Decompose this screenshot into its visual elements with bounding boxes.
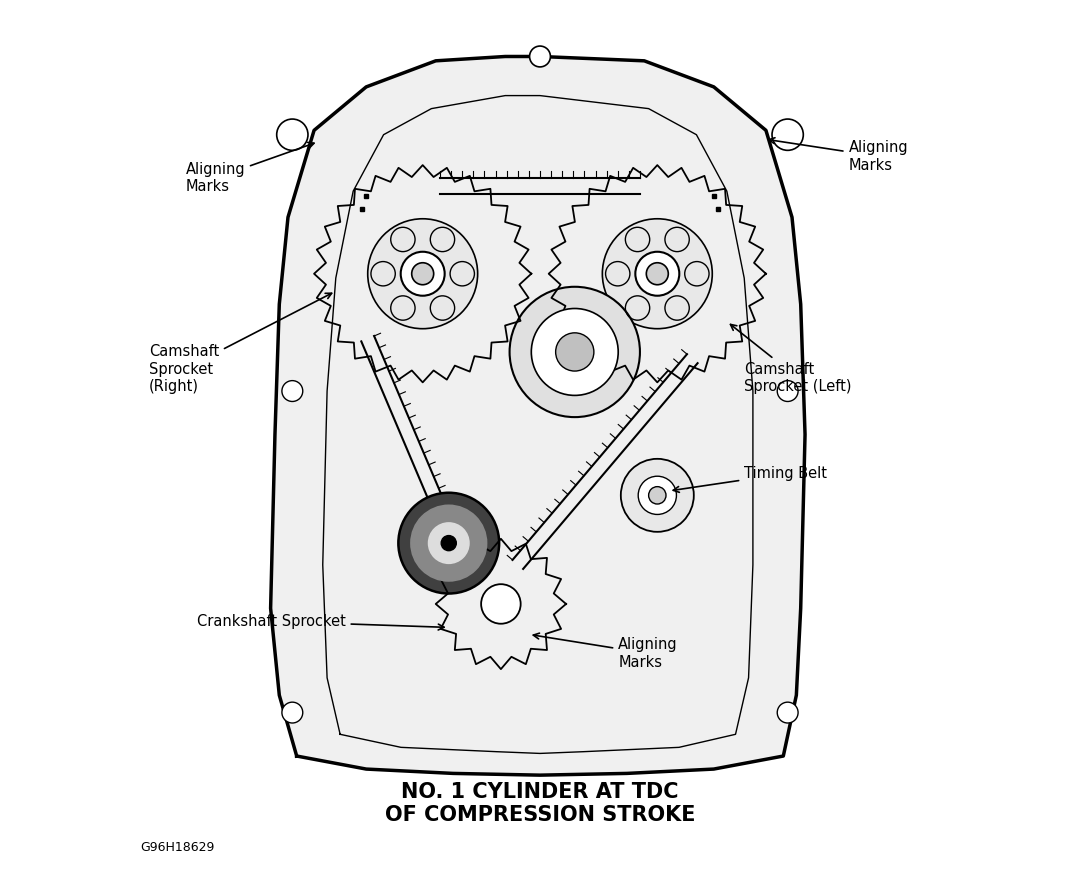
Circle shape: [481, 584, 521, 624]
Circle shape: [399, 493, 499, 594]
Circle shape: [772, 119, 804, 150]
Circle shape: [555, 333, 594, 371]
Text: Camshaft
Sprocket
(Right): Camshaft Sprocket (Right): [149, 293, 332, 395]
Text: G96H18629: G96H18629: [140, 841, 215, 853]
Text: Crankshaft Sprocket: Crankshaft Sprocket: [197, 614, 444, 630]
Circle shape: [401, 252, 445, 295]
Text: NO. 1 CYLINDER AT TDC
OF COMPRESSION STROKE: NO. 1 CYLINDER AT TDC OF COMPRESSION STR…: [384, 782, 696, 826]
Text: Aligning
Marks: Aligning Marks: [534, 634, 678, 670]
Circle shape: [778, 702, 798, 723]
Circle shape: [529, 46, 551, 67]
Circle shape: [603, 219, 713, 328]
Circle shape: [621, 459, 693, 532]
Text: Camshaft
Sprocket (Left): Camshaft Sprocket (Left): [730, 324, 852, 395]
Circle shape: [635, 252, 679, 295]
Circle shape: [429, 523, 469, 563]
Text: Aligning
Marks: Aligning Marks: [769, 137, 908, 173]
Circle shape: [531, 308, 618, 395]
Circle shape: [442, 535, 457, 551]
Circle shape: [778, 381, 798, 401]
Polygon shape: [271, 56, 805, 775]
Circle shape: [282, 381, 302, 401]
Circle shape: [411, 505, 487, 581]
Circle shape: [649, 487, 666, 504]
Circle shape: [367, 219, 477, 328]
Text: Timing Belt: Timing Belt: [673, 466, 827, 493]
Circle shape: [510, 287, 640, 417]
Circle shape: [276, 119, 308, 150]
Circle shape: [411, 262, 434, 285]
Circle shape: [282, 702, 302, 723]
Circle shape: [646, 262, 669, 285]
Text: Aligning
Marks: Aligning Marks: [186, 143, 314, 195]
Circle shape: [638, 476, 676, 514]
